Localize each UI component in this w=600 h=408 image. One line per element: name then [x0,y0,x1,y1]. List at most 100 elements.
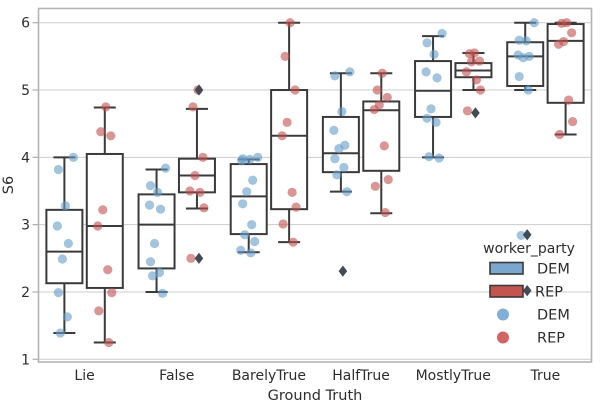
strip-point-rep [567,28,577,38]
legend-marker-dem-point [497,308,509,321]
y-tick-label: 3 [21,218,30,234]
strip-point-dem [437,28,447,39]
box-rep [362,100,401,172]
strip-point-dem [330,71,340,81]
strip-point-rep [555,129,565,140]
y-axis-label: S6 [1,176,17,194]
strip-point-rep [186,253,196,263]
strip-point-dem [60,201,70,211]
strip-point-dem [63,238,73,249]
strip-point-dem [426,104,436,114]
strip-point-dem [160,163,171,173]
strip-point-rep [290,85,300,95]
outlier-diamond [471,107,480,119]
strip-point-rep [474,56,485,66]
strip-point-rep [280,51,290,61]
box-rep [85,152,124,289]
strip-point-dem [421,67,431,77]
strip-point-rep [287,187,297,197]
strip-point-rep [101,102,111,112]
y-tick-label: 6 [21,16,30,32]
strip-point-dem [236,245,246,255]
strip-point-rep [379,141,389,151]
strip-point-dem [240,230,250,240]
strip-point-rep [554,39,564,49]
strip-point-rep [103,265,113,275]
strip-point-dem [518,53,528,63]
strip-point-dem [145,257,156,267]
strip-point-rep [568,117,578,127]
strip-point-rep [107,288,117,298]
strip-point-rep [190,170,200,181]
strip-point-dem [154,267,165,278]
strip-point-dem [62,312,72,322]
strip-point-dem [429,49,439,59]
strip-point-dem [523,85,533,95]
strip-point-rep [285,18,295,28]
strip-point-dem [330,154,340,164]
box-dem [45,208,84,285]
strip-point-dem [155,204,166,214]
y-tick-label: 1 [21,352,30,368]
strip-point-dem [422,113,432,123]
x-tick-label: False [159,368,194,384]
strip-point-dem [250,236,260,247]
strip-point-dem [342,187,352,197]
strip-point-dem [431,117,441,127]
plot-area: 1 2 3 4 5 6 Lie False BarelyTrue HalfTrue MostlyTr… [21,16,592,384]
legend-label-dem-point: DEM [537,308,570,324]
strip-point-rep [104,337,114,348]
strip-point-rep [471,75,482,85]
x-tick-label: Lie [74,368,94,384]
strip-point-dem [247,220,257,230]
strip-point-dem [521,36,531,46]
strip-point-dem [514,35,524,45]
strip-point-dem [345,67,355,77]
outlier-diamond [522,229,532,241]
legend-swatch-dem-box [489,261,524,275]
x-tick-label: True [530,368,561,384]
strip-point-dem [152,187,163,197]
strip-point-rep [370,181,380,191]
strip-point-dem [149,238,160,249]
strip-point-rep [380,207,390,218]
strip-point-rep [195,187,205,197]
strip-point-rep [369,104,379,115]
strip-point-dem [145,181,156,191]
legend-marker-rep-point [497,331,509,344]
strip-point-dem [424,152,434,162]
strip-point-rep [475,85,486,95]
strip-point-dem [334,143,344,154]
strip-point-rep [278,219,288,229]
strip-point-dem [157,288,168,298]
strip-point-dem [245,154,255,164]
strip-point-dem [248,175,258,185]
x-tick-label: MostlyTrue [416,368,491,384]
strip-point-rep [464,49,475,59]
strip-point-rep [466,57,477,67]
strip-point-rep [106,131,116,141]
strip-point-dem [516,230,526,241]
outlier-diamond [522,285,532,297]
strip-point-dem [529,18,539,28]
strip-point-dem [514,71,524,82]
strip-point-rep [383,174,393,185]
legend-label-rep-point: REP [537,331,565,347]
x-axis-label: Ground Truth [268,388,363,404]
strip-point-dem [144,200,155,210]
strip-point-rep [277,131,287,141]
strip-point-rep [188,102,198,112]
strip-point-rep [291,202,301,212]
legend-label-dem-box: DEM [537,262,570,278]
strip-point-rep [94,306,104,316]
strip-point-dem [238,199,248,209]
strip-point-rep [185,186,195,196]
strip-point-dem [434,153,444,163]
strip-point-rep [377,68,387,78]
legend: worker_party DEM REP DEM REP [483,241,575,347]
strip-point-dem [432,73,442,83]
strip-point-dem [53,288,63,298]
y-tick-label: 5 [21,83,30,99]
